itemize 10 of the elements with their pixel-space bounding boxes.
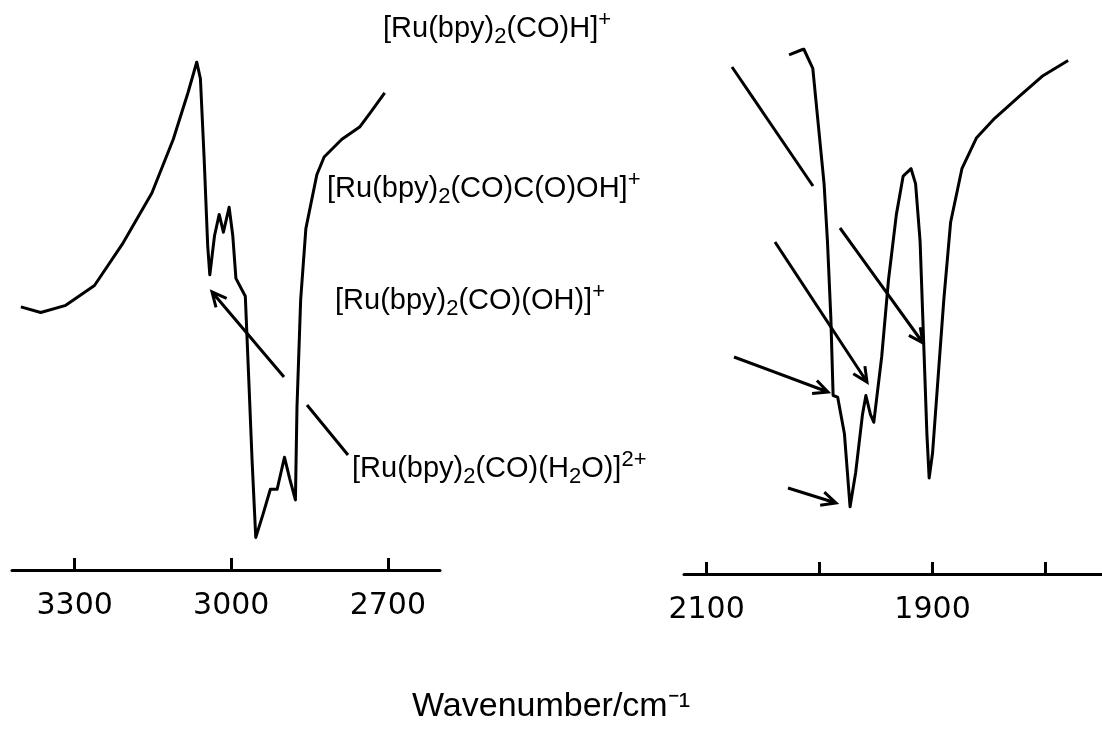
x-tick-label: 2100	[668, 589, 745, 625]
annotation: [Ru(bpy)$_{2}$(CO)(H$_{2}$O)]$^{2+}$	[352, 446, 647, 489]
text: [Ru(bpy)$_{2}$(CO)H]$^{+}$	[383, 6, 612, 49]
annotation: [Ru(bpy)$_{2}$(CO)C(O)OH]$^{+}$	[327, 166, 641, 209]
x-tick-label: 3000	[193, 585, 270, 621]
x-axis-title: Wavenumber/cm⁻¹	[411, 684, 691, 725]
annotation: [Ru(bpy)$_{2}$(CO)(OH)]$^{+}$	[335, 278, 605, 321]
x-tick-label: 1900	[894, 589, 971, 625]
x-tick-label: 3300	[36, 585, 113, 621]
x-tick-label: 2700	[349, 585, 426, 621]
